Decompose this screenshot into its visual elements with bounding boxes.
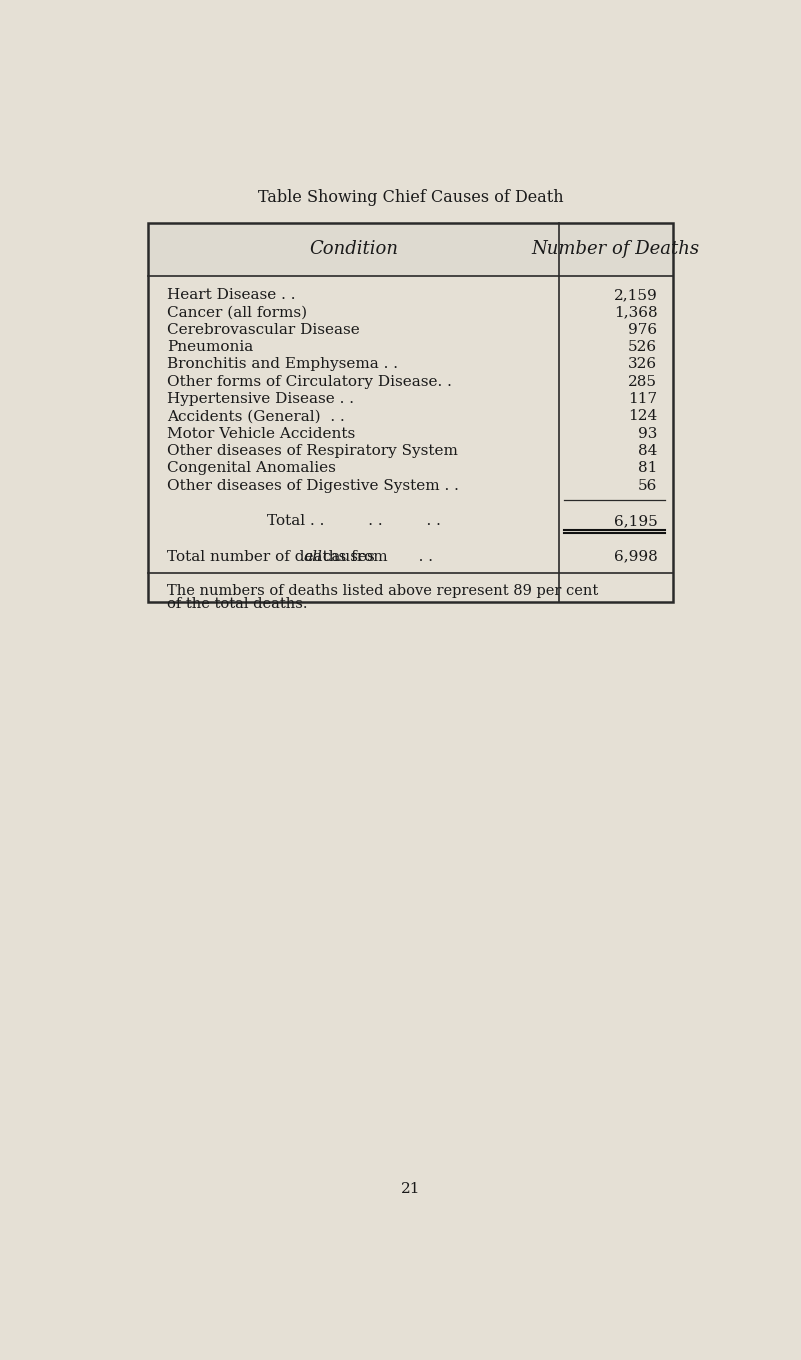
Text: Cerebrovascular Disease: Cerebrovascular Disease: [167, 322, 360, 336]
Text: 526: 526: [628, 340, 658, 354]
Text: Hypertensive Disease . .: Hypertensive Disease . .: [167, 392, 354, 405]
Bar: [148, 223, 673, 602]
Text: of the total deaths.: of the total deaths.: [167, 597, 308, 612]
Text: 117: 117: [628, 392, 658, 405]
Text: 6,195: 6,195: [614, 514, 658, 528]
Text: 1,368: 1,368: [614, 305, 658, 320]
Text: 6,998: 6,998: [614, 549, 658, 564]
Text: Motor Vehicle Accidents: Motor Vehicle Accidents: [167, 427, 355, 441]
Text: all: all: [304, 549, 322, 564]
Text: Number of Deaths: Number of Deaths: [532, 241, 700, 258]
Text: Total number of deaths from: Total number of deaths from: [167, 549, 392, 564]
Text: 81: 81: [638, 461, 658, 475]
Text: 2,159: 2,159: [614, 288, 658, 302]
Text: Bronchitis and Emphysema . .: Bronchitis and Emphysema . .: [167, 358, 398, 371]
Text: Congenital Anomalies: Congenital Anomalies: [167, 461, 336, 475]
Text: 93: 93: [638, 427, 658, 441]
Text: Total . .         . .         . .: Total . . . . . .: [267, 514, 441, 528]
Text: Other diseases of Digestive System . .: Other diseases of Digestive System . .: [167, 479, 459, 492]
Text: causes         . .: causes . .: [318, 549, 433, 564]
Text: 976: 976: [628, 322, 658, 336]
Text: Other diseases of Respiratory System: Other diseases of Respiratory System: [167, 443, 457, 458]
Text: 84: 84: [638, 443, 658, 458]
Text: 56: 56: [638, 479, 658, 492]
Text: Other forms of Circulatory Disease. .: Other forms of Circulatory Disease. .: [167, 374, 452, 389]
Bar: [149, 224, 672, 276]
Text: Accidents (General)  . .: Accidents (General) . .: [167, 409, 344, 423]
Text: 326: 326: [628, 358, 658, 371]
Text: 21: 21: [401, 1182, 421, 1195]
Text: 124: 124: [628, 409, 658, 423]
Text: 285: 285: [628, 374, 658, 389]
Text: The numbers of deaths listed above represent 89 per cent: The numbers of deaths listed above repre…: [167, 583, 598, 597]
Text: Cancer (all forms): Cancer (all forms): [167, 305, 307, 320]
Text: Table Showing Chief Causes of Death: Table Showing Chief Causes of Death: [258, 189, 563, 207]
Text: Pneumonia: Pneumonia: [167, 340, 253, 354]
Text: Condition: Condition: [309, 241, 398, 258]
Text: Heart Disease . .: Heart Disease . .: [167, 288, 296, 302]
